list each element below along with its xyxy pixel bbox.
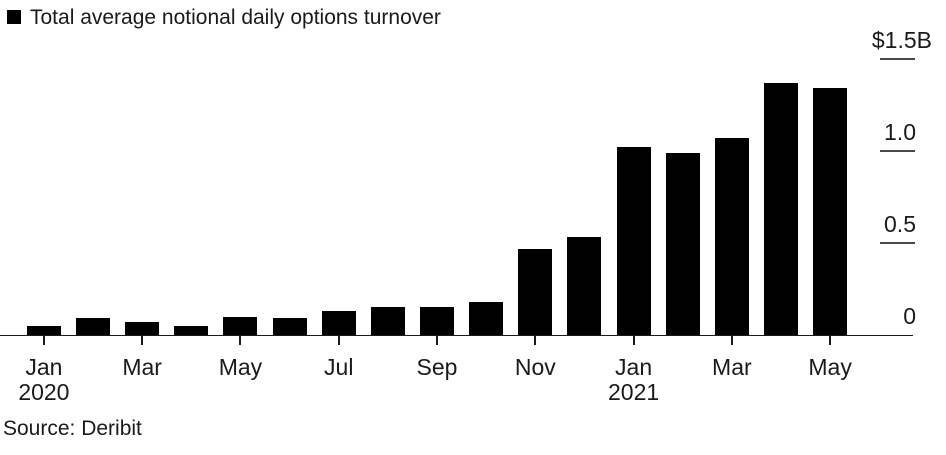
y-tick-label: 0.5 bbox=[884, 211, 916, 237]
bar-jan-2021 bbox=[616, 147, 651, 335]
bar-dec-2020 bbox=[567, 237, 602, 335]
x-tick-label: Nov bbox=[514, 354, 556, 380]
x-tick-mark bbox=[337, 335, 340, 345]
x-tick-label: Sep bbox=[416, 354, 458, 380]
x-tick-label: Jan bbox=[25, 354, 63, 380]
y-tick-label: 0 bbox=[903, 303, 916, 329]
bar-may-2021 bbox=[813, 88, 848, 335]
bar-feb-2021 bbox=[665, 152, 700, 335]
x-tick-mark bbox=[42, 335, 45, 345]
y-tick-dash bbox=[880, 242, 915, 244]
bar-apr-2020 bbox=[174, 325, 209, 335]
legend: Total average notional daily options tur… bbox=[7, 6, 441, 30]
x-tick-label: Mar bbox=[122, 354, 162, 380]
bar-mar-2020 bbox=[125, 322, 160, 335]
bar-feb-2020 bbox=[76, 318, 111, 335]
bar-jul-2020 bbox=[321, 311, 356, 335]
x-axis-line bbox=[0, 334, 913, 336]
x-tick-mark bbox=[829, 335, 832, 345]
bar-oct-2020 bbox=[469, 301, 504, 335]
legend-label: Total average notional daily options tur… bbox=[30, 6, 441, 29]
x-tick-label: Mar bbox=[712, 354, 752, 380]
bar-jan-2020 bbox=[26, 325, 61, 335]
bar-sep-2020 bbox=[420, 307, 455, 335]
x-tick-year-label: 2020 bbox=[18, 379, 70, 405]
x-tick-mark bbox=[730, 335, 733, 345]
legend-swatch-icon bbox=[7, 10, 21, 24]
bar-jun-2020 bbox=[272, 318, 307, 335]
x-tick-label: May bbox=[808, 354, 852, 380]
source-note: Source: Deribit bbox=[3, 417, 142, 440]
x-tick-label: Jul bbox=[324, 354, 354, 380]
bar-aug-2020 bbox=[370, 307, 405, 335]
x-tick-mark bbox=[141, 335, 144, 345]
y-tick-label: $1.5B bbox=[871, 27, 932, 53]
bar-mar-2021 bbox=[714, 138, 749, 335]
x-tick-mark bbox=[239, 335, 242, 345]
y-tick-label: 1.0 bbox=[884, 119, 916, 145]
bar-nov-2020 bbox=[518, 248, 553, 335]
x-tick-label: May bbox=[218, 354, 263, 380]
x-tick-mark bbox=[436, 335, 439, 345]
x-tick-mark bbox=[632, 335, 635, 345]
bar-apr-2021 bbox=[764, 82, 798, 335]
bar-may-2020 bbox=[223, 316, 258, 335]
x-tick-year-label: 2021 bbox=[607, 379, 660, 405]
y-tick-dash bbox=[880, 150, 915, 152]
y-tick-dash bbox=[880, 58, 915, 60]
x-tick-mark bbox=[534, 335, 537, 345]
x-tick-label: Jan bbox=[615, 354, 653, 380]
